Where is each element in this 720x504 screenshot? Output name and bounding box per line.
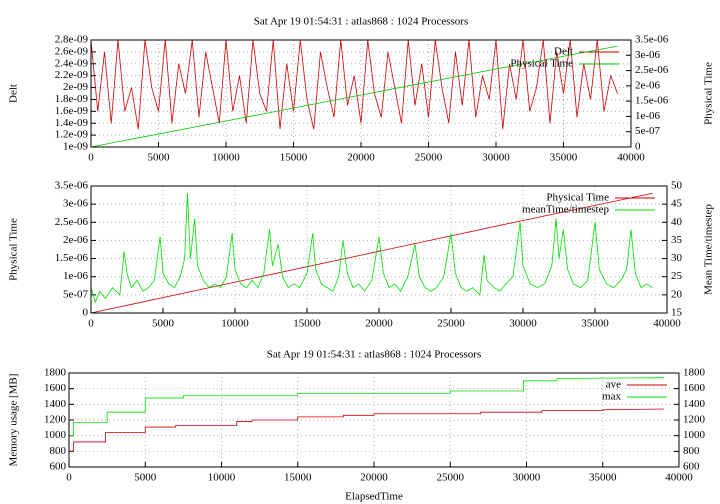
data-line [90, 193, 653, 304]
data-line [90, 192, 653, 314]
plot-frame [90, 185, 668, 314]
y2-tick-label: 15 [671, 307, 683, 319]
y2-tick-label: 2.5e-06 [635, 64, 669, 76]
legend-label: max [602, 391, 621, 403]
y2-axis-label: Physical Time [703, 62, 715, 125]
y2-tick-label: 40 [671, 216, 683, 228]
x-tick-label: 5000 [134, 472, 157, 484]
x-tick-label: 15000 [280, 152, 308, 164]
y-tick-label: 3e-06 [63, 198, 89, 210]
x-tick-label: 35000 [589, 472, 617, 484]
y2-tick-label: 3e-06 [635, 49, 661, 61]
y-tick-label: 800 [50, 445, 67, 457]
y-tick-label: 1800 [44, 367, 67, 379]
y-tick-label: 1.2e-09 [55, 129, 89, 141]
y-tick-label: 1.4e-09 [55, 117, 89, 129]
y2-tick-label: 1800 [683, 367, 706, 379]
data-line [69, 408, 664, 452]
data-line [90, 39, 618, 130]
plot-frame [68, 372, 680, 468]
y-tick-label: 1e-06 [63, 270, 89, 282]
y-tick-label: 0 [83, 307, 89, 319]
y2-tick-label: 45 [671, 198, 683, 210]
y-tick-label: 1e-09 [63, 141, 89, 153]
y-tick-label: 2.2e-09 [55, 69, 89, 81]
x-tick-label: 10000 [212, 152, 240, 164]
y-tick-label: 2.8e-09 [55, 34, 89, 46]
x-tick-label: 0 [66, 472, 72, 484]
x-tick-label: 5000 [152, 318, 175, 330]
y-tick-label: 2.6e-09 [55, 45, 89, 57]
y-tick-label: 1.6e-09 [55, 105, 89, 117]
data-line [69, 377, 664, 437]
legend-label: meanTime/timestep [522, 204, 609, 216]
x-tick-label: 5000 [148, 152, 171, 164]
x-tick-label: 30000 [482, 152, 510, 164]
y2-axis-label: Mean Time/timestep [703, 204, 715, 295]
x-tick-label: 30000 [513, 472, 541, 484]
chart-title: Sat Apr 19 01:54:31 : atlas868 : 1024 Pr… [267, 349, 482, 361]
legend-label: Physical Time [546, 192, 609, 204]
y2-tick-label: 1.5e-06 [635, 95, 669, 107]
x-tick-label: 35000 [550, 152, 578, 164]
y2-tick-label: 30 [671, 252, 683, 264]
data-line [90, 45, 618, 148]
x-tick-label: 40000 [665, 472, 693, 484]
y-tick-label: 2e-09 [63, 81, 89, 93]
chart-title: Sat Apr 19 01:54:31 : atlas868 : 1024 Pr… [254, 16, 469, 28]
y2-tick-label: 1e-06 [635, 110, 661, 122]
y-axis-label: Memory usage [MB] [8, 374, 20, 467]
y-tick-label: 1600 [44, 382, 67, 394]
x-tick-label: 20000 [347, 152, 375, 164]
y2-tick-label: 800 [683, 445, 700, 457]
y2-tick-label: 0 [635, 141, 641, 153]
y2-tick-label: 20 [671, 288, 683, 300]
y-tick-label: 1000 [44, 429, 67, 441]
y2-tick-label: 3.5e-06 [635, 34, 669, 46]
y2-tick-label: 1200 [683, 414, 706, 426]
x-axis-label: ElapsedTime [345, 491, 403, 503]
y-tick-label: 1.8e-09 [55, 93, 89, 105]
y-tick-label: 2.5e-06 [55, 216, 89, 228]
y2-tick-label: 1600 [683, 382, 706, 394]
y-tick-label: 3.5e-06 [55, 180, 89, 192]
y-tick-label: 1200 [44, 414, 67, 426]
x-tick-label: 40000 [617, 152, 645, 164]
legend-label: ave [606, 379, 621, 391]
y-tick-label: 5e-07 [63, 288, 89, 300]
y2-tick-label: 1400 [683, 398, 706, 410]
y-tick-label: 2.4e-09 [55, 57, 89, 69]
x-tick-label: 15000 [293, 318, 321, 330]
x-tick-label: 20000 [365, 318, 393, 330]
y-axis-label: Delt [8, 84, 20, 103]
plot-frame [90, 39, 632, 148]
x-tick-label: 40000 [653, 318, 681, 330]
x-tick-label: 30000 [509, 318, 537, 330]
y-axis-label: Physical Time [8, 218, 20, 281]
y2-tick-label: 1000 [683, 429, 706, 441]
x-tick-label: 0 [88, 152, 94, 164]
x-tick-label: 15000 [284, 472, 312, 484]
y2-tick-label: 50 [671, 180, 683, 192]
y2-tick-label: 25 [671, 270, 683, 282]
legend-label: Delt [554, 46, 573, 58]
x-tick-label: 25000 [415, 152, 443, 164]
x-tick-label: 25000 [437, 472, 465, 484]
y-tick-label: 1400 [44, 398, 67, 410]
x-tick-label: 20000 [360, 472, 388, 484]
x-tick-label: 10000 [208, 472, 236, 484]
y2-tick-label: 600 [683, 461, 700, 473]
y2-tick-label: 5e-07 [635, 125, 661, 137]
y2-tick-label: 35 [671, 234, 683, 246]
y2-tick-label: 2e-06 [635, 79, 661, 91]
x-tick-label: 25000 [437, 318, 465, 330]
y-tick-label: 1.5e-06 [55, 252, 89, 264]
y-tick-label: 2e-06 [63, 234, 89, 246]
x-tick-label: 10000 [221, 318, 249, 330]
x-tick-label: 35000 [581, 318, 609, 330]
x-tick-label: 0 [88, 318, 94, 330]
legend-label: Physical Time [510, 58, 573, 70]
y-tick-label: 600 [50, 461, 67, 473]
